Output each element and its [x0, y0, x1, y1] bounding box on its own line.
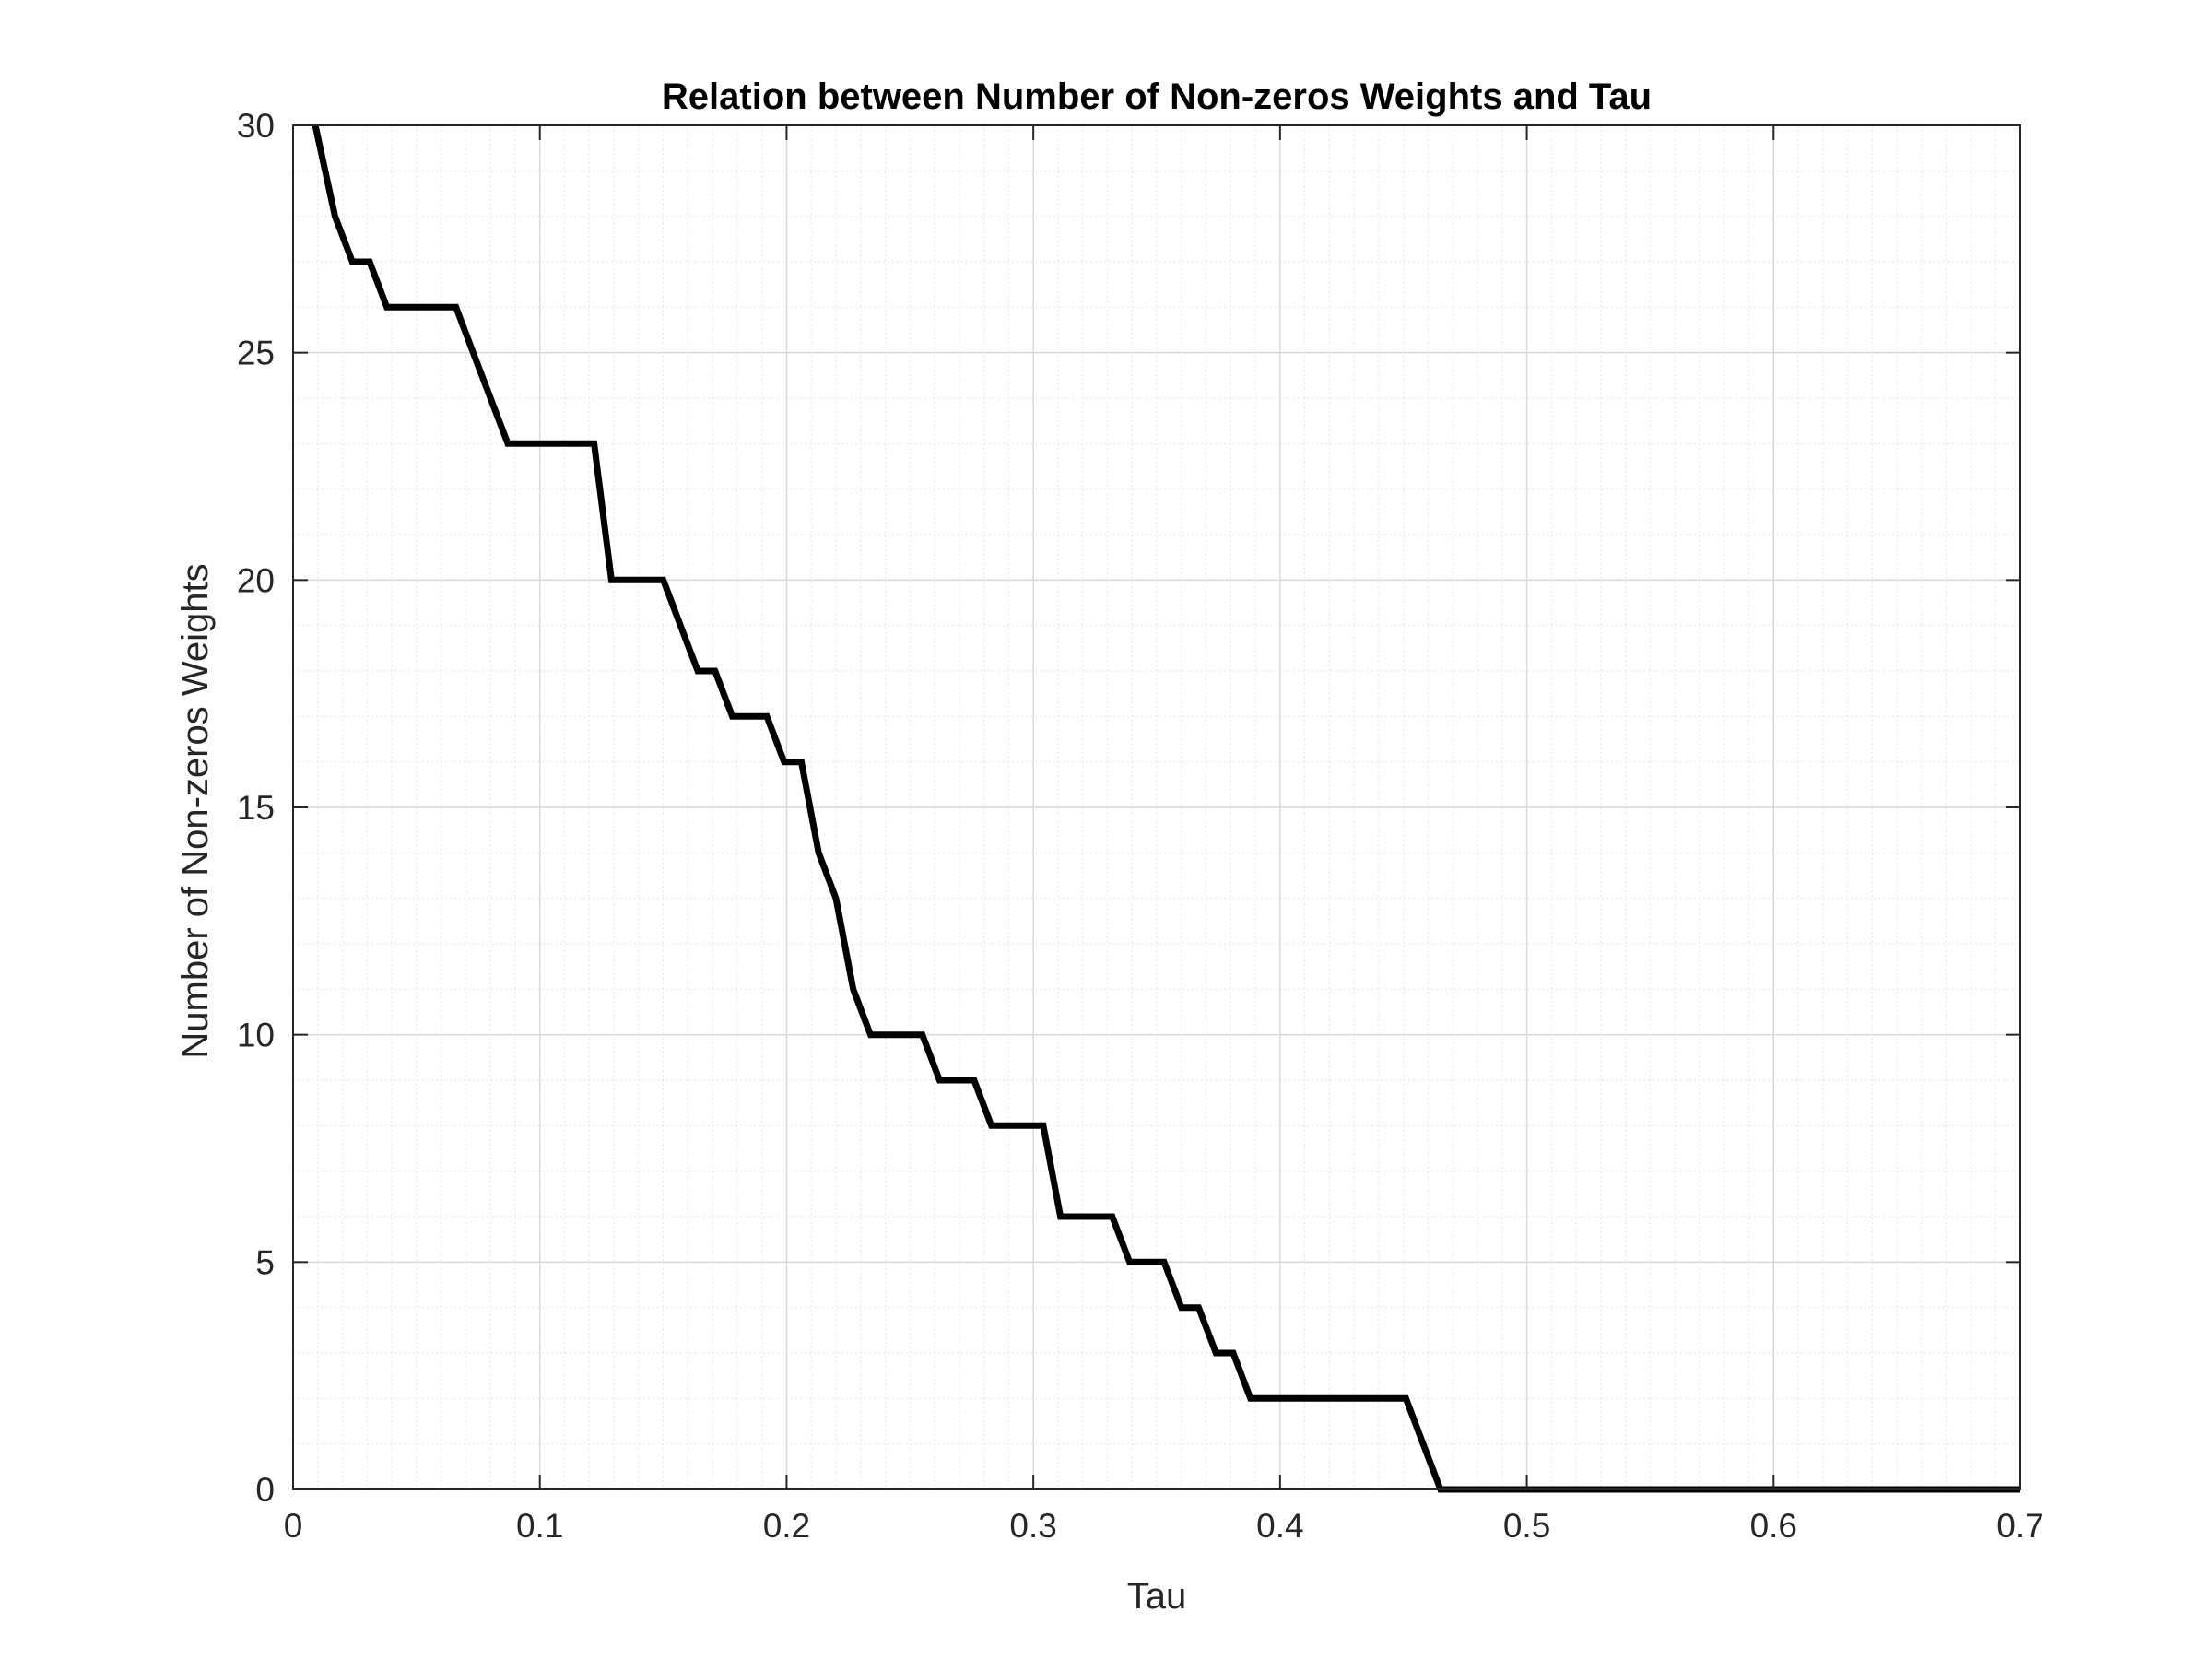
x-tick-label: 0.3	[1009, 1507, 1056, 1545]
x-tick-label: 0.2	[763, 1507, 810, 1545]
y-tick-label: 5	[255, 1243, 275, 1281]
y-tick-label: 15	[237, 789, 275, 827]
y-tick-label: 10	[237, 1017, 275, 1054]
axis-ticks: 0 0.1 0.2 0.3 0.4 0.5 0.6 0.7 0 5 10 15 20 25 30	[237, 107, 2044, 1545]
series-layer	[312, 124, 2020, 1493]
x-tick-label: 0.7	[1996, 1507, 2043, 1545]
series-line	[312, 124, 2020, 1493]
y-tick-label: 25	[237, 335, 275, 372]
x-tick-label: 0.1	[516, 1507, 563, 1545]
y-tick-label: 0	[255, 1471, 275, 1509]
x-tick-label: 0.6	[1750, 1507, 1797, 1545]
chart-title: Relation between Number of Non-zeros Wei…	[662, 76, 1652, 117]
y-tick-label: 20	[237, 561, 275, 599]
x-tick-label: 0.4	[1256, 1507, 1303, 1545]
y-axis-label: Number of Non-zeros Weights	[175, 563, 216, 1058]
x-axis-label: Tau	[1127, 1576, 1187, 1617]
y-tick-label: 30	[237, 107, 275, 145]
x-tick-label: 0	[284, 1507, 303, 1545]
x-tick-label: 0.5	[1503, 1507, 1550, 1545]
